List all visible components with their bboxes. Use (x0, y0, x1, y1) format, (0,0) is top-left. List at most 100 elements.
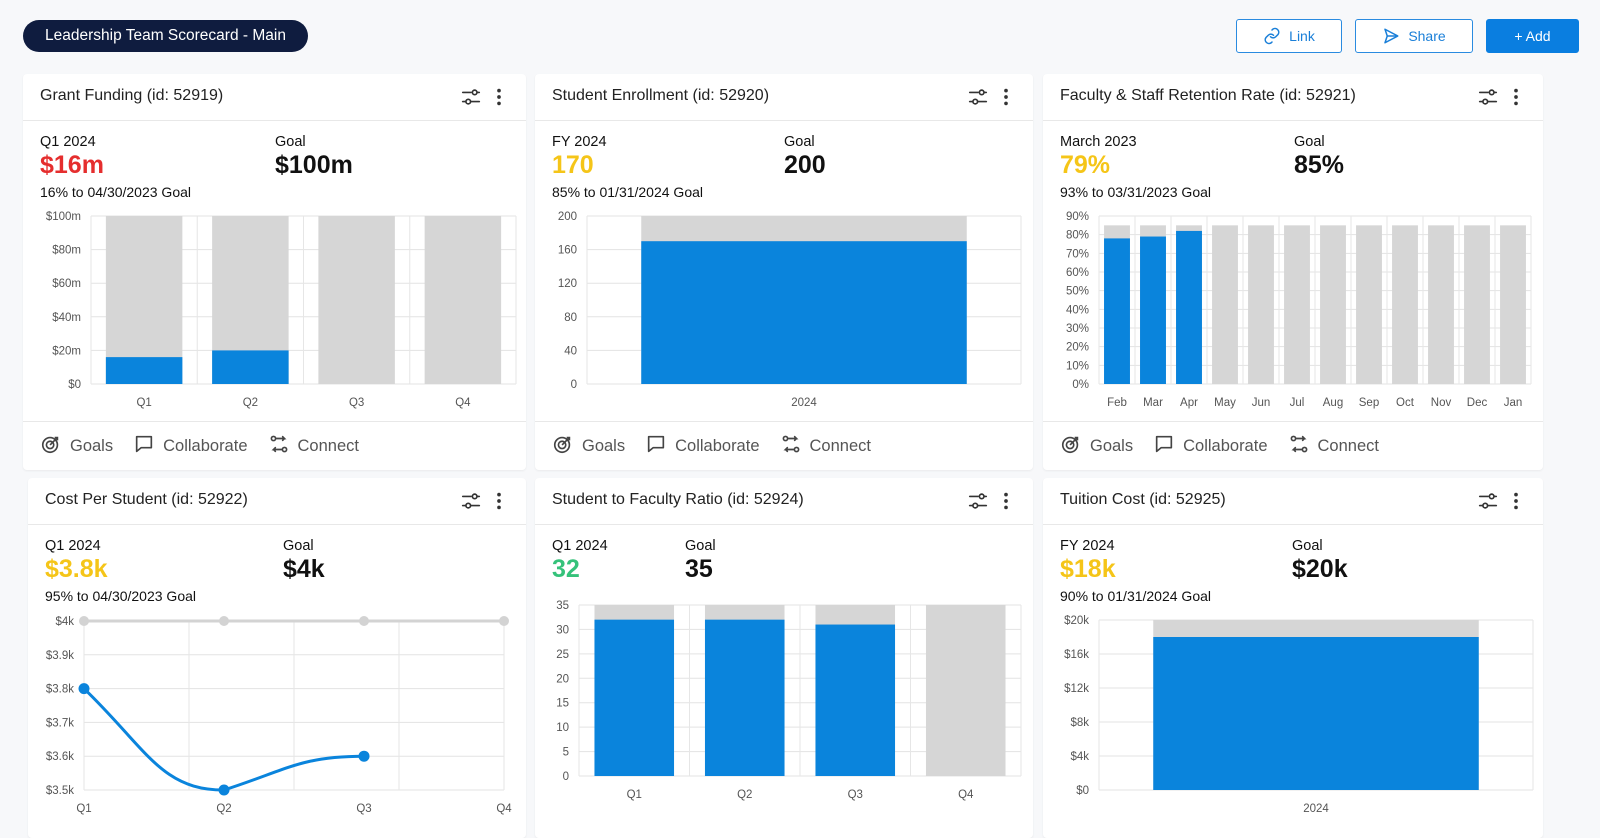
filter-settings-icon[interactable] (967, 490, 989, 512)
y-tick-label: 15 (556, 698, 569, 710)
y-tick-label: $8k (1070, 717, 1089, 729)
goals-button[interactable]: Goals (1060, 433, 1133, 460)
actual-bar[interactable] (1104, 238, 1130, 384)
goal-bar[interactable] (925, 605, 1006, 776)
collaborate-button[interactable]: Collaborate (1153, 433, 1268, 460)
actual-bar[interactable] (704, 619, 785, 776)
goal-bar[interactable] (1464, 225, 1490, 384)
y-tick-label: 200 (558, 211, 577, 223)
y-tick-label: 5 (563, 747, 569, 759)
collaborate-button[interactable]: Collaborate (645, 433, 760, 460)
card-header: Tuition Cost (id: 52925) (1043, 478, 1543, 525)
goal-point[interactable] (359, 616, 369, 626)
y-tick-label: 0 (563, 771, 569, 783)
more-options-icon[interactable] (1505, 490, 1527, 512)
goals-label: Goals (582, 436, 626, 455)
actual-bar[interactable] (1140, 236, 1166, 384)
link-icon (1264, 27, 1280, 45)
goal-bar[interactable] (318, 216, 395, 384)
y-tick-label: 10 (556, 722, 569, 734)
kpi-goal-progress-note: 95% to 04/30/2023 Goal (45, 588, 197, 604)
connect-button[interactable]: Connect (780, 433, 871, 460)
card-header: Cost Per Student (id: 52922) (28, 478, 526, 525)
metric-card-retention-rate: Faculty & Staff Retention Rate (id: 5292… (1043, 74, 1543, 470)
actual-bar[interactable] (815, 624, 896, 776)
goals-icon (552, 433, 574, 460)
goal-point[interactable] (79, 616, 89, 626)
x-tick-label: Mar (1143, 397, 1163, 409)
goals-button[interactable]: Goals (552, 433, 625, 460)
filter-settings-icon[interactable] (1477, 490, 1499, 512)
more-options-icon[interactable] (488, 490, 510, 512)
goal-bar[interactable] (1212, 225, 1238, 384)
y-tick-label: $12k (1064, 683, 1089, 695)
card-header: Student to Faculty Ratio (id: 52924) (535, 478, 1033, 525)
kpi-current-value: $3.8k (45, 555, 108, 583)
x-tick-label: Q4 (455, 397, 471, 409)
actual-bar[interactable] (1153, 637, 1479, 790)
goal-bar[interactable] (1320, 225, 1346, 384)
kpi-goal-progress-note: 90% to 01/31/2024 Goal (1060, 588, 1212, 604)
goal-bar[interactable] (105, 216, 183, 384)
filter-settings-icon[interactable] (460, 490, 482, 512)
kpi-period: FY 2024 (552, 134, 607, 150)
goal-bar[interactable] (1356, 225, 1382, 384)
y-tick-label: $100m (46, 211, 81, 223)
goals-button[interactable]: Goals (40, 433, 113, 460)
actual-point[interactable] (78, 683, 90, 695)
more-options-icon[interactable] (995, 86, 1017, 108)
actual-point[interactable] (358, 750, 370, 762)
link-button[interactable]: Link (1236, 19, 1342, 53)
share-button[interactable]: Share (1355, 19, 1473, 53)
actual-bar[interactable] (105, 357, 183, 384)
connect-icon (1288, 433, 1310, 460)
y-tick-label: $20k (1064, 615, 1089, 627)
y-tick-label: 0% (1072, 379, 1089, 391)
actual-bar[interactable] (212, 350, 289, 384)
collaborate-label: Collaborate (675, 436, 760, 455)
actual-line (82, 687, 365, 792)
y-tick-label: $4k (1070, 751, 1089, 763)
x-tick-label: Q2 (216, 803, 231, 815)
actual-bar[interactable] (594, 619, 675, 776)
kpi-goal-label: Goal (1292, 538, 1323, 554)
filter-settings-icon[interactable] (1477, 86, 1499, 108)
x-tick-label: 2024 (1303, 803, 1329, 815)
connect-button[interactable]: Connect (268, 433, 359, 460)
add-label: + Add (1514, 28, 1551, 44)
y-tick-label: $80m (52, 245, 81, 257)
more-options-icon[interactable] (488, 86, 510, 108)
goal-bar[interactable] (1248, 225, 1274, 384)
goal-point[interactable] (499, 616, 509, 626)
x-tick-label: Aug (1323, 397, 1343, 409)
actual-bar[interactable] (1176, 230, 1202, 384)
kpi-period: Q1 2024 (45, 538, 101, 554)
scorecard-title-pill[interactable]: Leadership Team Scorecard - Main (23, 20, 308, 52)
add-button[interactable]: + Add (1486, 19, 1579, 53)
actual-bar[interactable] (641, 241, 967, 384)
more-options-icon[interactable] (1505, 86, 1527, 108)
x-tick-label: Jul (1290, 397, 1305, 409)
chat-bubble-icon (1153, 433, 1175, 460)
goal-point[interactable] (219, 616, 229, 626)
connect-label: Connect (809, 436, 871, 455)
goal-bar[interactable] (424, 216, 502, 384)
filter-settings-icon[interactable] (460, 86, 482, 108)
goal-bar[interactable] (1500, 225, 1526, 384)
goals-icon (40, 433, 62, 460)
more-options-icon[interactable] (995, 490, 1017, 512)
kpi-current-value: $16m (40, 151, 104, 179)
card-footer: Goals Collaborate Connect (23, 421, 526, 470)
connect-button[interactable]: Connect (1288, 433, 1379, 460)
collaborate-button[interactable]: Collaborate (133, 433, 248, 460)
goal-bar[interactable] (1428, 225, 1454, 384)
card-title: Student to Faculty Ratio (id: 52924) (552, 491, 804, 508)
y-tick-label: $3.8k (46, 684, 74, 696)
metric-card-grant-funding: Grant Funding (id: 52919) Q1 2024 $16m Goal… (23, 74, 526, 470)
goal-bar[interactable] (1284, 225, 1310, 384)
goals-label: Goals (70, 436, 114, 455)
actual-point[interactable] (218, 784, 230, 796)
y-tick-label: 40 (564, 345, 577, 357)
goal-bar[interactable] (1392, 225, 1418, 384)
filter-settings-icon[interactable] (967, 86, 989, 108)
